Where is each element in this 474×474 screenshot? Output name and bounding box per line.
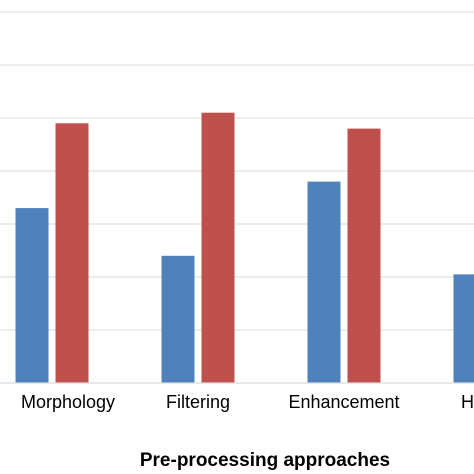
- x-tick-label: Enhancement: [288, 392, 399, 412]
- bar-series1-enhancement: [307, 181, 341, 383]
- bar-series1-filtering: [161, 255, 195, 383]
- x-tick-label: Filtering: [166, 392, 230, 412]
- x-tick-labels: Morphology Filtering Enhancement H: [21, 392, 474, 412]
- x-axis-title: Pre-processing approaches: [140, 450, 390, 471]
- bar-series1-h: [453, 274, 474, 383]
- bars: [15, 112, 474, 384]
- bar-series1-morphology: [15, 208, 49, 383]
- x-tick-label: Morphology: [21, 392, 115, 412]
- bar-series2-filtering: [201, 112, 235, 383]
- x-tick-label: H: [461, 392, 474, 412]
- bar-series2-morphology: [55, 123, 89, 384]
- bar-series2-enhancement: [347, 128, 381, 383]
